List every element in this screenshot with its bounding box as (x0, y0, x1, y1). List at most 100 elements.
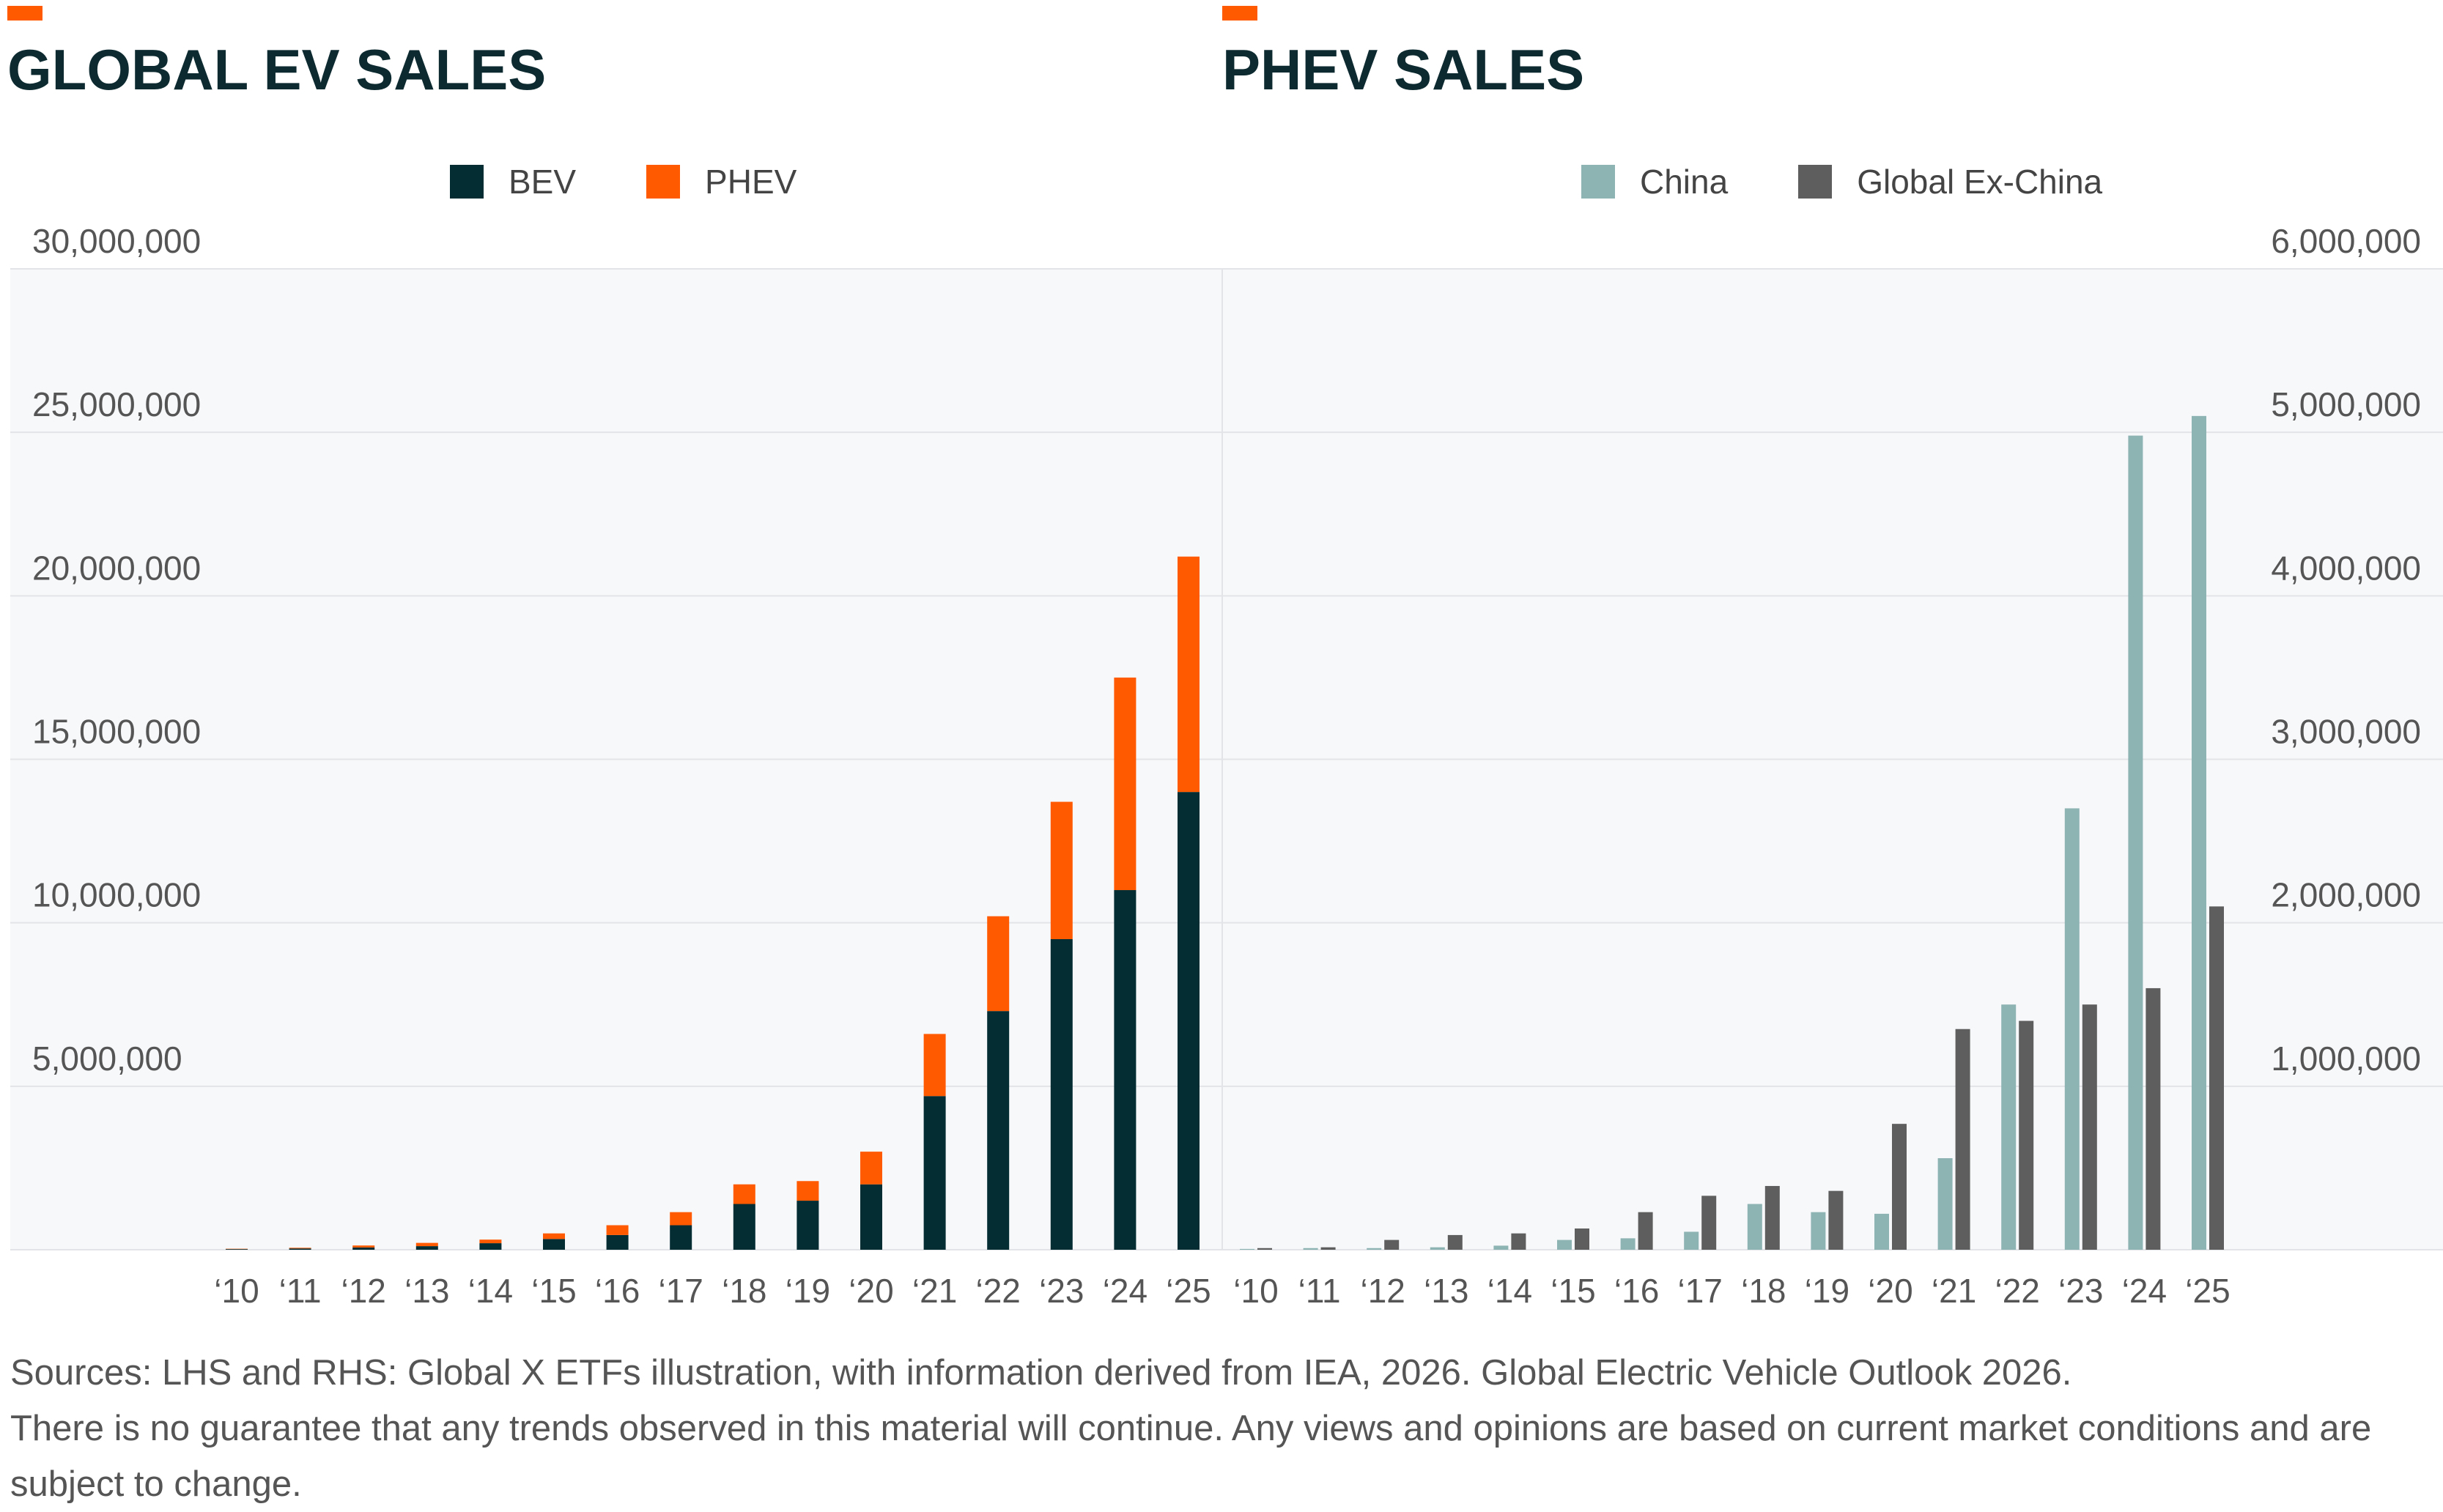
y-tick-label-right: 1,000,000 (2271, 1040, 2421, 1078)
x-tick-label-left: ‘15 (531, 1272, 576, 1310)
sources-note: Sources: LHS and RHS: Global X ETFs illu… (10, 1345, 2421, 1512)
bar-bev (1178, 792, 1200, 1250)
bar-phev (733, 1185, 755, 1204)
x-tick-label-left: ‘11 (279, 1272, 322, 1310)
bar-global-ex-china (2146, 988, 2160, 1250)
x-tick-label-left: ‘24 (1103, 1272, 1147, 1310)
bar-china (2001, 1004, 2016, 1250)
bar-bev (924, 1096, 946, 1250)
bar-global-ex-china (2082, 1004, 2097, 1250)
bar-global-ex-china (1956, 1029, 1970, 1250)
bar-china (2128, 436, 2143, 1250)
y-tick-label-left: 5,000,000 (32, 1040, 182, 1078)
x-tick-label-left: ‘18 (722, 1272, 766, 1310)
bar-phev (1178, 557, 1200, 792)
bar-china (1621, 1238, 1636, 1250)
x-tick-label-left: ‘14 (468, 1272, 513, 1310)
bar-global-ex-china (1448, 1235, 1463, 1250)
bar-china (1430, 1248, 1445, 1250)
bar-china (1493, 1245, 1508, 1250)
x-tick-label-right: ‘25 (2185, 1272, 2230, 1310)
bar-phev (797, 1181, 818, 1201)
bar-bev (289, 1248, 311, 1250)
bar-bev (797, 1201, 818, 1250)
bar-bev (416, 1246, 438, 1250)
bar-china (1240, 1249, 1254, 1250)
bar-bev (607, 1235, 629, 1250)
bar-global-ex-china (2209, 906, 2224, 1250)
x-tick-label-right: ‘24 (2122, 1272, 2167, 1310)
x-tick-label-left: ‘25 (1166, 1272, 1211, 1310)
x-tick-label-left: ‘10 (214, 1272, 259, 1310)
bar-china (1811, 1212, 1825, 1250)
bar-global-ex-china (1511, 1234, 1526, 1250)
bar-china (1304, 1248, 1318, 1250)
bar-global-ex-china (1321, 1248, 1336, 1250)
bar-global-ex-china (1575, 1228, 1589, 1250)
y-tick-label-left: 10,000,000 (32, 876, 201, 914)
x-tick-label-left: ‘22 (976, 1272, 1021, 1310)
bar-phev (670, 1212, 692, 1226)
bar-global-ex-china (1828, 1191, 1843, 1250)
bar-global-ex-china (1384, 1240, 1399, 1250)
y-tick-label-right: 2,000,000 (2271, 876, 2421, 914)
x-tick-label-right: ‘20 (1868, 1272, 1912, 1310)
bar-bev (479, 1243, 501, 1250)
y-tick-label-right: 4,000,000 (2271, 549, 2421, 587)
x-tick-label-right: ‘10 (1233, 1272, 1278, 1310)
bar-phev (987, 916, 1009, 1011)
x-tick-label-left: ‘23 (1039, 1272, 1084, 1310)
bar-china (1938, 1158, 1953, 1250)
x-tick-label-right: ‘16 (1614, 1272, 1659, 1310)
bar-phev (924, 1034, 946, 1096)
x-tick-label-left: ‘17 (659, 1272, 703, 1310)
bar-phev (1114, 678, 1136, 890)
bar-phev (543, 1234, 565, 1239)
y-tick-label-left: 20,000,000 (32, 549, 201, 587)
x-tick-label-right: ‘21 (1932, 1272, 1976, 1310)
sources-line: Sources: LHS and RHS: Global X ETFs illu… (10, 1345, 2421, 1401)
bar-china (1557, 1240, 1572, 1250)
bar-phev (416, 1243, 438, 1246)
bar-phev (860, 1152, 882, 1185)
bar-china (2192, 416, 2206, 1250)
y-tick-label-left: 30,000,000 (32, 222, 201, 260)
bar-phev (607, 1226, 629, 1235)
disclaimer-line: There is no guarantee that any trends ob… (10, 1401, 2421, 1512)
x-tick-label-right: ‘14 (1487, 1272, 1532, 1310)
bar-global-ex-china (1765, 1186, 1780, 1250)
bar-phev (352, 1245, 374, 1248)
bar-china (1367, 1248, 1381, 1250)
y-tick-label-left: 25,000,000 (32, 385, 201, 423)
x-tick-label-left: ‘21 (912, 1272, 957, 1310)
bar-bev (226, 1249, 248, 1250)
x-tick-label-right: ‘18 (1741, 1272, 1786, 1310)
y-tick-label-right: 6,000,000 (2271, 222, 2421, 260)
bar-bev (860, 1185, 882, 1250)
x-tick-label-right: ‘19 (1805, 1272, 1849, 1310)
bar-global-ex-china (2019, 1021, 2033, 1250)
bar-global-ex-china (1638, 1212, 1653, 1250)
x-tick-label-right: ‘17 (1678, 1272, 1723, 1310)
x-tick-label-left: ‘16 (595, 1272, 640, 1310)
bar-china (2065, 808, 2080, 1250)
x-tick-label-left: ‘19 (786, 1272, 830, 1310)
bar-bev (352, 1248, 374, 1250)
x-tick-label-left: ‘13 (404, 1272, 449, 1310)
x-tick-label-left: ‘20 (849, 1272, 893, 1310)
bar-bev (987, 1011, 1009, 1250)
bar-china (1684, 1231, 1699, 1250)
x-tick-label-right: ‘23 (2058, 1272, 2103, 1310)
bar-global-ex-china (1257, 1248, 1272, 1250)
bar-phev (1051, 802, 1073, 939)
bar-global-ex-china (1892, 1124, 1907, 1250)
x-tick-label-right: ‘22 (1995, 1272, 2040, 1310)
x-tick-label-right: ‘12 (1361, 1272, 1405, 1310)
x-tick-label-right: ‘15 (1551, 1272, 1595, 1310)
x-tick-label-right: ‘13 (1424, 1272, 1468, 1310)
y-tick-label-right: 5,000,000 (2271, 385, 2421, 423)
x-tick-label-left: ‘12 (341, 1272, 386, 1310)
y-tick-label-right: 3,000,000 (2271, 713, 2421, 751)
bar-china (1874, 1214, 1889, 1250)
y-tick-label-left: 15,000,000 (32, 713, 201, 751)
